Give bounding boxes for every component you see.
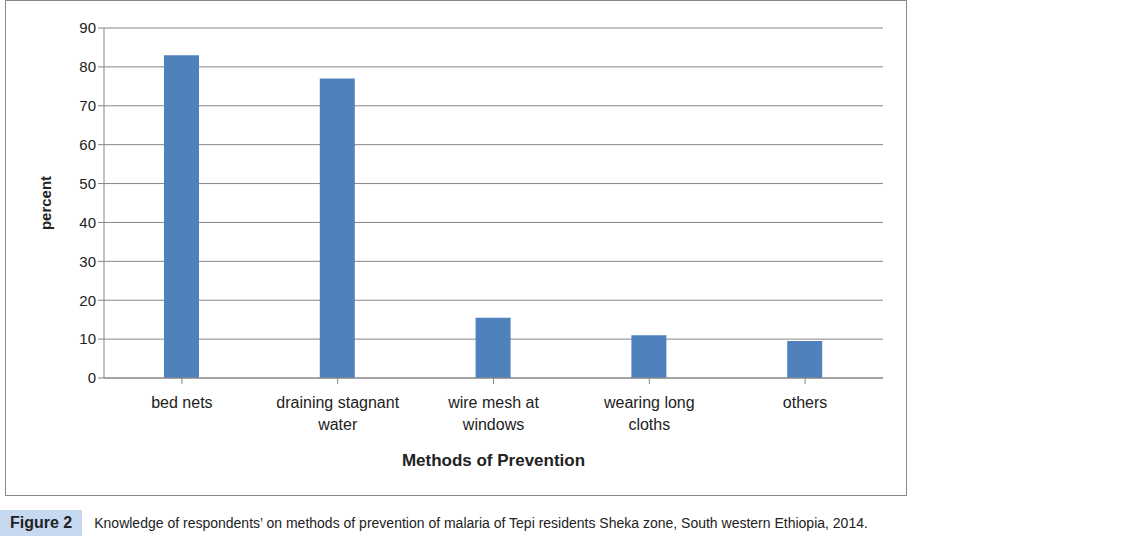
svg-text:60: 60 bbox=[79, 136, 96, 153]
svg-text:10: 10 bbox=[79, 330, 96, 347]
svg-text:40: 40 bbox=[79, 214, 96, 231]
svg-text:70: 70 bbox=[79, 97, 96, 114]
svg-text:50: 50 bbox=[79, 175, 96, 192]
svg-text:wire mesh atwindows: wire mesh atwindows bbox=[447, 394, 539, 433]
svg-text:20: 20 bbox=[79, 292, 96, 309]
svg-text:Methods of Prevention: Methods of Prevention bbox=[402, 451, 585, 470]
html-text:Knowledge of respondents’ on m: Knowledge of respondents’ on methods of … bbox=[94, 515, 868, 531]
svg-text:90: 90 bbox=[79, 19, 96, 36]
svg-text:draining stagnantwater: draining stagnantwater bbox=[276, 394, 399, 433]
svg-text:bed nets: bed nets bbox=[151, 394, 212, 411]
svg-text:30: 30 bbox=[79, 253, 96, 270]
svg-text:percent: percent bbox=[37, 176, 54, 230]
html-text:Figure 2: Figure 2 bbox=[10, 514, 73, 531]
svg-text:wearing longcloths: wearing longcloths bbox=[603, 394, 695, 433]
svg-text:0: 0 bbox=[88, 369, 96, 386]
svg-text:80: 80 bbox=[79, 58, 96, 75]
svg-text:others: others bbox=[783, 394, 827, 411]
